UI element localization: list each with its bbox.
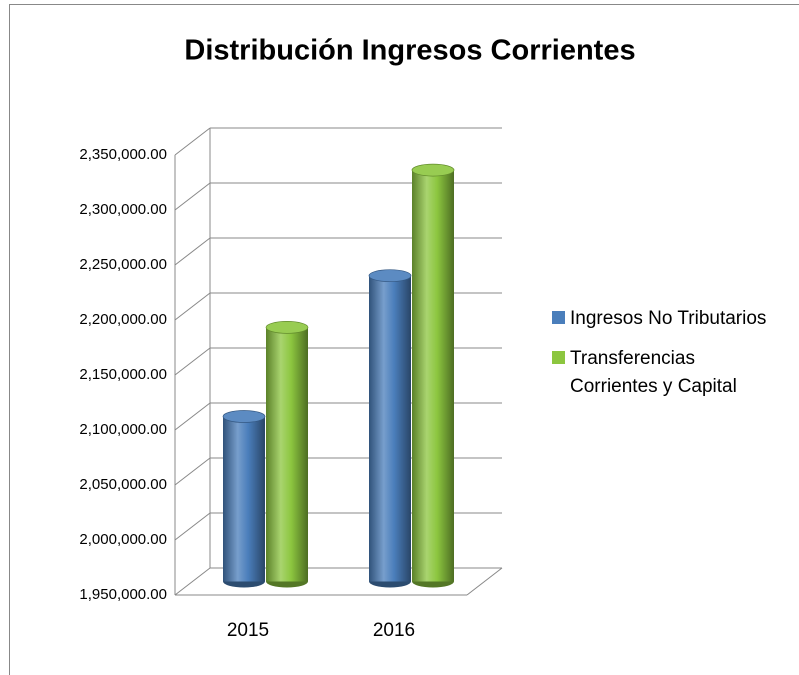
bar bbox=[411, 163, 455, 588]
legend-label: Ingresos No Tributarios bbox=[570, 308, 767, 329]
y-tick-label: 2,200,000.00 bbox=[79, 311, 167, 328]
y-tick-label: 1,950,000.00 bbox=[79, 586, 167, 603]
grid-line bbox=[174, 512, 211, 541]
grid-line bbox=[174, 182, 211, 211]
y-tick-label: 2,000,000.00 bbox=[79, 531, 167, 548]
y-tick-label: 2,350,000.00 bbox=[79, 146, 167, 163]
legend-swatch bbox=[552, 351, 565, 364]
grid-line bbox=[174, 347, 211, 376]
bar-top bbox=[222, 410, 266, 423]
grid-line bbox=[174, 292, 211, 321]
chart-title: Distribución Ingresos Corrientes bbox=[184, 35, 635, 67]
x-tick-label: 2015 bbox=[227, 620, 269, 641]
grid-line bbox=[174, 127, 211, 156]
grid-line bbox=[174, 567, 211, 596]
legend: Ingresos No Tributarios Transferencias Co… bbox=[552, 305, 792, 413]
grid-line bbox=[174, 237, 211, 266]
y-tick-label: 2,050,000.00 bbox=[79, 476, 167, 493]
bar bbox=[368, 269, 412, 588]
legend-item: Ingresos No Tributarios bbox=[552, 305, 792, 333]
y-tick-label: 2,300,000.00 bbox=[79, 201, 167, 218]
grid-line bbox=[174, 402, 211, 431]
legend-item: Transferencias Corrientes y Capital bbox=[552, 345, 792, 401]
bar-body bbox=[369, 275, 411, 582]
y-tick-label: 2,100,000.00 bbox=[79, 421, 167, 438]
legend-label: Transferencias Corrientes y Capital bbox=[570, 348, 737, 397]
bar-body bbox=[412, 170, 454, 582]
grid-line bbox=[174, 457, 211, 486]
y-tick-label: 2,150,000.00 bbox=[79, 366, 167, 383]
bar bbox=[222, 410, 266, 588]
bar-top bbox=[411, 163, 455, 177]
y-tick-label: 2,250,000.00 bbox=[79, 256, 167, 273]
bar-top bbox=[265, 321, 309, 334]
bar-body bbox=[223, 416, 265, 582]
legend-swatch bbox=[552, 311, 565, 324]
bar-top bbox=[368, 269, 412, 283]
bar bbox=[265, 321, 309, 588]
bar-body bbox=[266, 327, 308, 582]
x-tick-label: 2016 bbox=[373, 620, 415, 641]
floor-edge bbox=[466, 567, 503, 596]
